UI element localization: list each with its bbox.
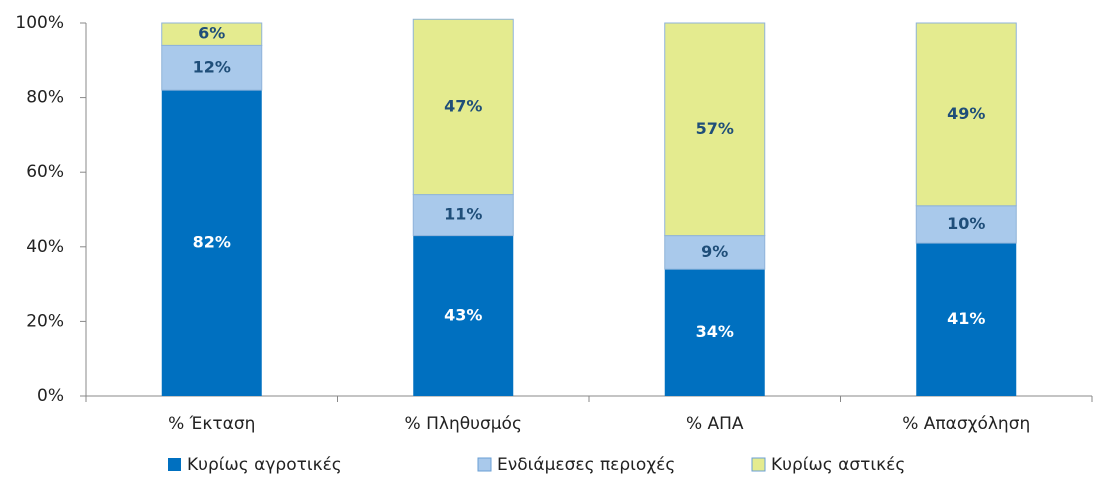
bar-segment <box>161 22 263 46</box>
legend-swatch <box>477 457 492 472</box>
x-tick-label: % Έκταση <box>168 414 255 434</box>
bar-segment <box>916 243 1017 396</box>
bar-segment <box>664 269 765 396</box>
bar-segment <box>915 22 1017 207</box>
y-tick-label: 100% <box>15 13 64 33</box>
value-label: 43% <box>444 305 482 324</box>
y-tick-label: 80% <box>26 88 64 108</box>
value-label: 6% <box>198 24 225 43</box>
y-tick-label: 0% <box>37 386 64 406</box>
x-tick-label: % Απασχόληση <box>902 414 1030 434</box>
legend-label: Κυρίως αστικές <box>771 455 905 475</box>
value-label: 9% <box>701 242 728 261</box>
value-label: 11% <box>444 205 482 224</box>
value-label: 49% <box>947 104 985 123</box>
bar-segment <box>161 44 263 91</box>
y-tick-label: 40% <box>26 237 64 257</box>
y-tick-label: 60% <box>26 162 64 182</box>
x-tick-label: % ΑΠΑ <box>686 414 744 434</box>
value-label: 10% <box>947 214 985 233</box>
legend-label: Ενδιάμεσες περιοχές <box>497 455 675 475</box>
bar-segment <box>664 235 766 270</box>
y-tick-label: 20% <box>26 311 64 331</box>
value-label: 34% <box>696 322 734 341</box>
value-label: 41% <box>947 309 985 328</box>
bar-segment <box>412 18 514 196</box>
x-tick-label: % Πληθυσμός <box>405 414 522 434</box>
value-label: 82% <box>193 233 231 252</box>
value-label: 57% <box>696 119 734 138</box>
legend-swatch <box>168 458 181 471</box>
bar-segment <box>413 235 514 396</box>
value-label: 12% <box>193 57 231 76</box>
value-label: 47% <box>444 96 482 115</box>
bar-segment <box>664 22 766 237</box>
bar-segment <box>412 194 514 237</box>
legend-swatch <box>751 457 766 472</box>
bar-segment <box>161 90 262 396</box>
bar-segment <box>915 205 1017 244</box>
legend-label: Κυρίως αγροτικές <box>187 455 342 475</box>
